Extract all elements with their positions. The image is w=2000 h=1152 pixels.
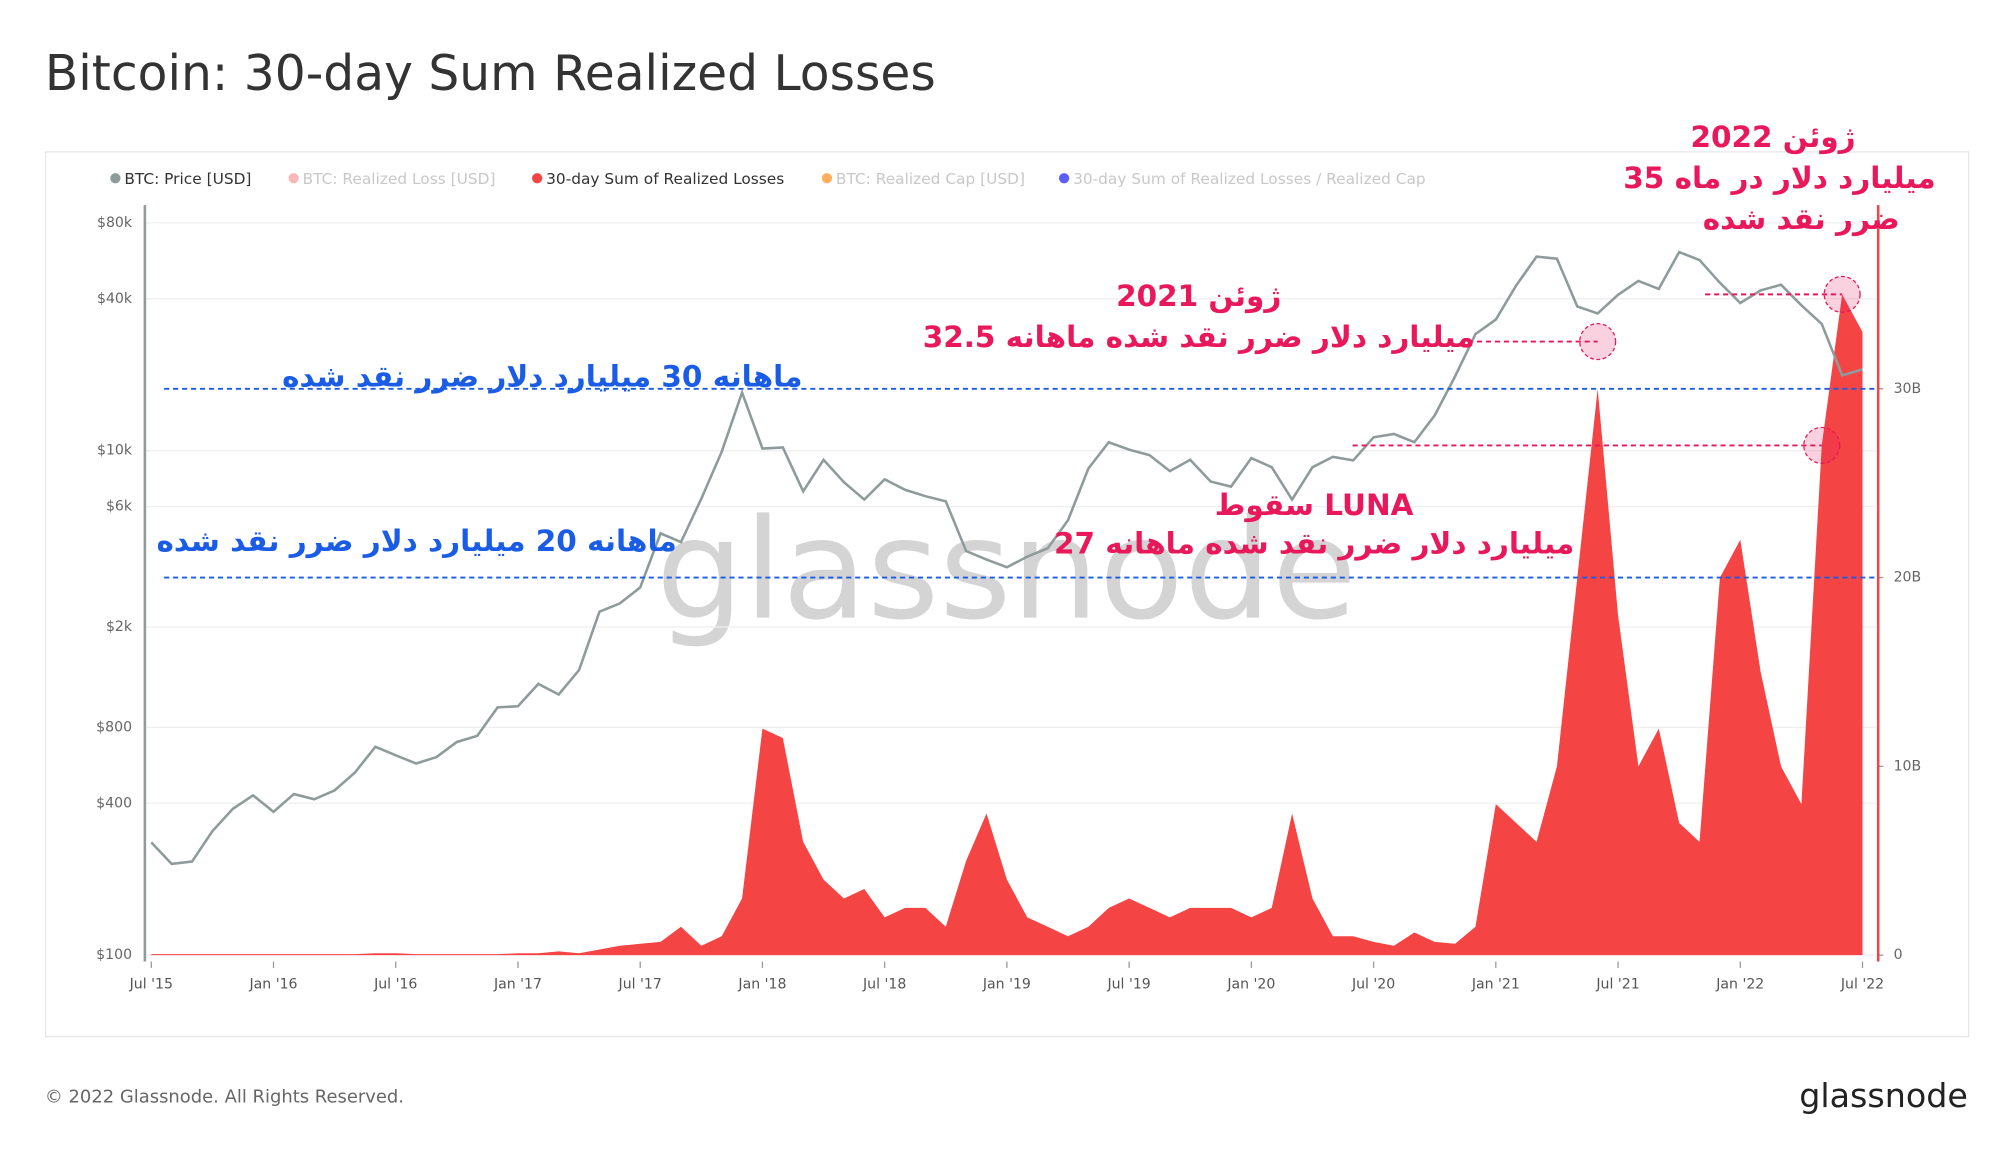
y2-tick-label: 10B (1894, 758, 1922, 774)
y-tick-label: $10k (97, 443, 133, 459)
watermark: glassnode (656, 489, 1357, 651)
loss-area (151, 294, 1863, 956)
x-tick-label: Jul '19 (1106, 977, 1150, 993)
legend-dot (1058, 173, 1070, 184)
legend-label: BTC: Realized Loss [USD] (303, 170, 496, 188)
legend-dot (288, 173, 299, 184)
chart-frame (44, 151, 1970, 1038)
x-tick-label: Jul '20 (1351, 977, 1395, 993)
x-tick-label: Jan '19 (982, 977, 1031, 993)
annotation-text: 27 میلیارد دلار ضرر نقد شده ماهانه (1054, 526, 1574, 560)
y-tick-label: $40k (97, 291, 133, 307)
price-line (150, 250, 1863, 866)
annotation-circle (1803, 426, 1841, 465)
annotation-text: ماهانه 20 میلیارد دلار ضرر نقد شده (157, 524, 677, 558)
x-tick-label: Jan '21 (1471, 977, 1520, 993)
x-tick-label: Jul '17 (618, 977, 662, 993)
chart-title: Bitcoin: 30-day Sum Realized Losses (45, 46, 936, 102)
x-tick-label: Jan '18 (737, 977, 786, 993)
x-tick-label: Jan '20 (1226, 977, 1275, 993)
y-tick-label: $100 (96, 947, 132, 963)
annotation-text: ماهانه 30 میلیارد دلار ضرر نقد شده (282, 360, 802, 394)
legend-label: 30-day Sum of Realized Losses (546, 170, 784, 188)
legend-label: BTC: Realized Cap [USD] (836, 170, 1025, 188)
legend-dot (821, 173, 833, 184)
annotation-circle (1579, 322, 1617, 361)
x-tick-label: Jul '18 (862, 977, 906, 993)
y2-tick-label: 0 (1894, 947, 1903, 963)
x-tick-label: Jan '16 (249, 977, 298, 993)
y2-tick-label: 30B (1894, 381, 1922, 397)
legend-label: BTC: Price [USD] (124, 170, 251, 188)
y-tick-label: $800 (96, 719, 132, 735)
y-tick-label: $80k (97, 215, 133, 231)
annotation-circle (1823, 275, 1861, 313)
footer: © 2022 Glassnode. All Rights Reserved. (45, 1086, 404, 1107)
annotation-text: 32.5 میلیارد دلار ضرر نقد شده ماهانه (923, 320, 1475, 354)
x-tick-label: Jul '15 (129, 977, 173, 993)
x-tick-label: Jan '17 (493, 977, 542, 993)
annotation-text: 35 میلیارد دلار در ماه (1623, 161, 1935, 195)
logo: glassnode (1799, 1076, 1968, 1115)
legend-label: 30-day Sum of Realized Losses / Realized… (1073, 170, 1426, 188)
annotation-text: ضرر نقد شده (1703, 202, 1900, 236)
y-tick-label: $6k (106, 499, 133, 515)
y-tick-label: $2k (106, 619, 133, 635)
x-tick-label: Jul '16 (373, 977, 417, 993)
legend-dot (532, 173, 543, 184)
x-tick-label: Jul '22 (1840, 977, 1884, 993)
x-tick-label: Jan '22 (1715, 977, 1764, 993)
annotation-text: ژوئن 2021 (1116, 279, 1281, 313)
legend-dot (110, 173, 121, 184)
y2-tick-label: 20B (1894, 570, 1922, 586)
x-tick-label: Jul '21 (1595, 977, 1639, 993)
y-tick-label: $400 (96, 795, 132, 811)
annotation-text: سقوط LUNA (1215, 488, 1414, 522)
annotation-text: ژوئن 2022 (1690, 120, 1855, 154)
